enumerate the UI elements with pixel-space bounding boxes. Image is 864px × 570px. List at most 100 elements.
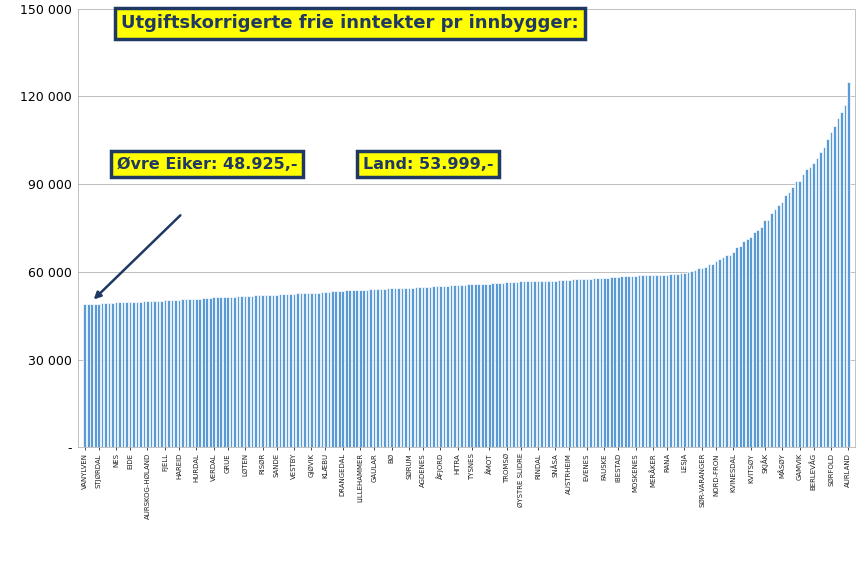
Bar xyxy=(610,278,613,447)
Bar xyxy=(499,283,501,447)
Bar xyxy=(226,297,229,447)
Bar xyxy=(230,297,232,447)
Bar xyxy=(673,274,676,447)
Bar xyxy=(547,281,550,447)
Bar xyxy=(805,169,808,447)
Bar xyxy=(129,302,131,447)
Bar xyxy=(756,230,759,447)
Bar xyxy=(512,282,515,447)
Bar xyxy=(533,281,536,447)
Bar xyxy=(296,293,299,447)
Bar xyxy=(843,105,846,447)
Bar xyxy=(488,283,491,447)
Bar xyxy=(833,126,835,447)
Bar xyxy=(519,282,522,447)
Bar xyxy=(795,181,797,447)
Bar xyxy=(603,278,606,447)
Bar xyxy=(725,255,727,447)
Bar xyxy=(771,213,773,447)
Bar xyxy=(387,288,390,447)
Bar xyxy=(565,280,568,447)
Bar xyxy=(802,174,804,447)
Bar xyxy=(240,296,243,447)
Bar xyxy=(638,275,640,447)
Bar xyxy=(370,290,372,447)
Bar xyxy=(641,275,644,447)
Bar xyxy=(735,247,738,447)
Bar xyxy=(658,275,662,447)
Bar xyxy=(213,298,215,447)
Bar xyxy=(715,261,717,447)
Bar xyxy=(310,293,313,447)
Bar xyxy=(575,279,578,447)
Bar xyxy=(670,274,672,447)
Bar xyxy=(300,293,302,447)
Bar xyxy=(125,302,128,447)
Bar xyxy=(178,299,181,447)
Bar xyxy=(341,291,344,447)
Bar xyxy=(338,291,340,447)
Bar xyxy=(411,287,414,447)
Bar xyxy=(170,300,173,447)
Bar xyxy=(98,303,100,447)
Bar xyxy=(812,163,815,447)
Bar xyxy=(530,281,532,447)
Bar xyxy=(823,146,825,447)
Bar xyxy=(648,275,651,447)
Bar xyxy=(492,283,494,447)
Bar xyxy=(651,275,654,447)
Bar xyxy=(345,291,347,447)
Bar xyxy=(91,304,93,447)
Bar xyxy=(617,277,619,447)
Bar xyxy=(732,252,734,447)
Bar xyxy=(139,302,142,447)
Bar xyxy=(467,284,470,447)
Bar xyxy=(352,290,354,447)
Text: Øvre Eiker: 48.925,-: Øvre Eiker: 48.925,- xyxy=(117,157,297,172)
Bar xyxy=(449,286,452,447)
Bar xyxy=(174,300,177,447)
Bar xyxy=(365,290,368,447)
Bar xyxy=(442,286,445,447)
Bar xyxy=(767,219,770,447)
Bar xyxy=(331,291,334,447)
Bar xyxy=(540,281,543,447)
Bar xyxy=(373,290,376,447)
Bar xyxy=(785,195,787,447)
Bar xyxy=(167,300,169,447)
Bar xyxy=(526,281,529,447)
Bar xyxy=(237,296,239,447)
Bar xyxy=(677,274,679,447)
Bar xyxy=(283,294,285,447)
Bar xyxy=(279,295,282,447)
Bar xyxy=(348,290,351,447)
Bar xyxy=(435,286,438,447)
Bar xyxy=(261,295,264,447)
Bar xyxy=(798,181,801,447)
Bar xyxy=(453,285,455,447)
Bar xyxy=(460,284,462,447)
Bar xyxy=(415,287,417,447)
Bar xyxy=(192,299,194,447)
Bar xyxy=(718,259,721,447)
Bar xyxy=(439,286,442,447)
Bar xyxy=(321,292,323,447)
Bar xyxy=(122,302,124,447)
Bar xyxy=(94,304,97,447)
Bar xyxy=(380,289,383,447)
Bar xyxy=(456,285,459,447)
Bar xyxy=(156,300,159,447)
Bar xyxy=(683,272,686,447)
Bar xyxy=(181,299,184,447)
Bar xyxy=(394,288,397,447)
Bar xyxy=(384,289,386,447)
Bar xyxy=(561,280,563,447)
Bar xyxy=(397,288,400,447)
Bar xyxy=(432,286,435,447)
Bar xyxy=(223,297,226,447)
Bar xyxy=(485,283,487,447)
Bar xyxy=(742,241,745,447)
Bar xyxy=(631,276,633,447)
Bar xyxy=(582,279,585,447)
Bar xyxy=(746,239,748,447)
